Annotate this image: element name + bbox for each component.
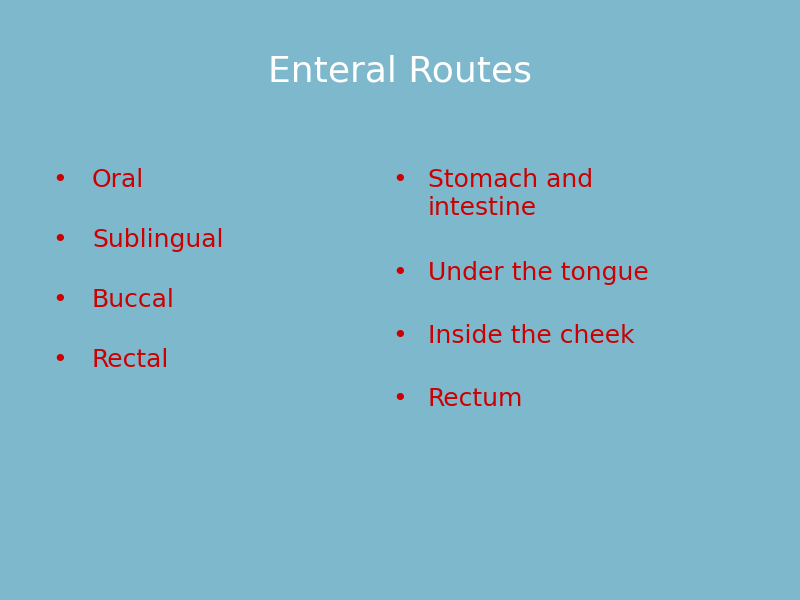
- Text: Enteral Routes: Enteral Routes: [268, 54, 532, 88]
- Text: Sublingual: Sublingual: [92, 228, 223, 252]
- Text: •: •: [53, 348, 67, 372]
- Text: •: •: [53, 228, 67, 252]
- Text: •: •: [393, 261, 407, 285]
- Text: •: •: [393, 387, 407, 411]
- Text: •: •: [53, 288, 67, 312]
- Text: Rectum: Rectum: [428, 387, 523, 411]
- Text: •: •: [53, 168, 67, 192]
- Text: Inside the cheek: Inside the cheek: [428, 324, 634, 348]
- Text: Oral: Oral: [92, 168, 144, 192]
- Text: •: •: [393, 324, 407, 348]
- Text: Stomach and
intestine: Stomach and intestine: [428, 168, 593, 220]
- Text: •: •: [393, 168, 407, 192]
- Text: Rectal: Rectal: [92, 348, 170, 372]
- Text: Under the tongue: Under the tongue: [428, 261, 649, 285]
- Text: Buccal: Buccal: [92, 288, 175, 312]
